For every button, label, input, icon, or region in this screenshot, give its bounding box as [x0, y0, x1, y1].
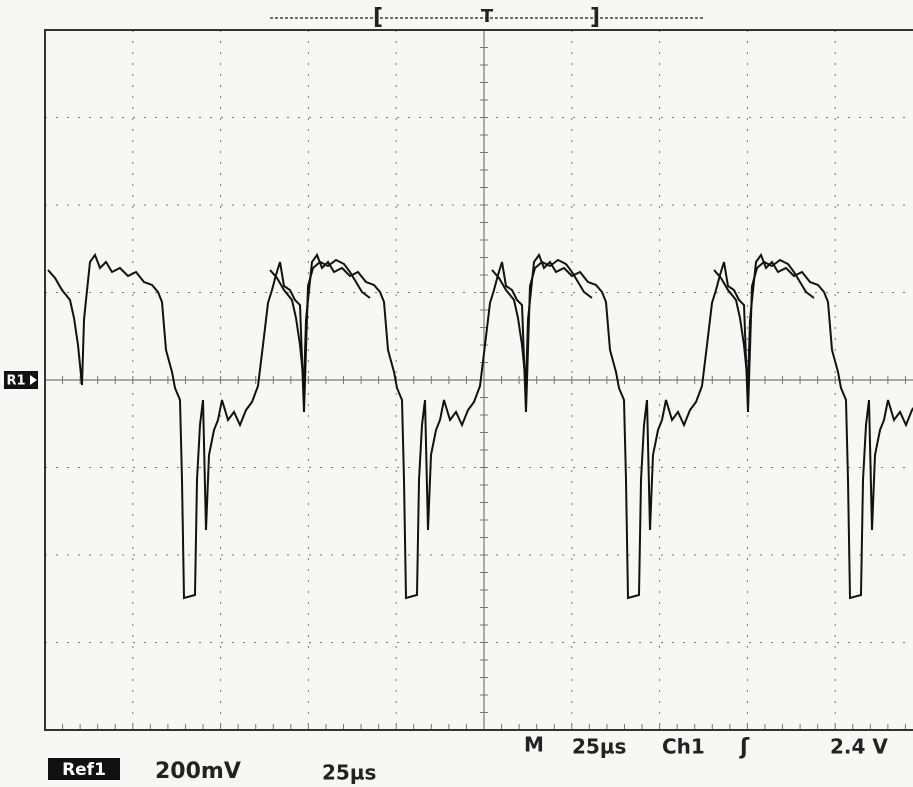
page: Oscilloscope capture {"trigger_marker": …	[0, 0, 913, 787]
trigger-marker: T	[481, 6, 494, 27]
ref-marker: R1	[6, 374, 25, 389]
ref-label: Ref1	[62, 760, 106, 780]
trigger-level: 2.4 V	[830, 735, 888, 759]
bracket-right: ]	[590, 5, 600, 30]
volts-per-div: 200mV	[155, 759, 241, 784]
ref-time-per-div: 25µs	[322, 761, 376, 785]
background	[0, 0, 913, 787]
body: [ ] T R1 Ref1 200mV 25µs M 25µs Ch1 ʃ 2.…	[0, 0, 913, 787]
slope: ʃ	[739, 735, 750, 760]
mode: M	[524, 733, 544, 757]
bracket-left: [	[373, 5, 383, 30]
channel: Ch1	[662, 735, 705, 759]
scope-screen: [ ] T R1 Ref1 200mV 25µs M 25µs Ch1 ʃ 2.…	[0, 0, 913, 787]
time-per-div: 25µs	[572, 735, 626, 759]
